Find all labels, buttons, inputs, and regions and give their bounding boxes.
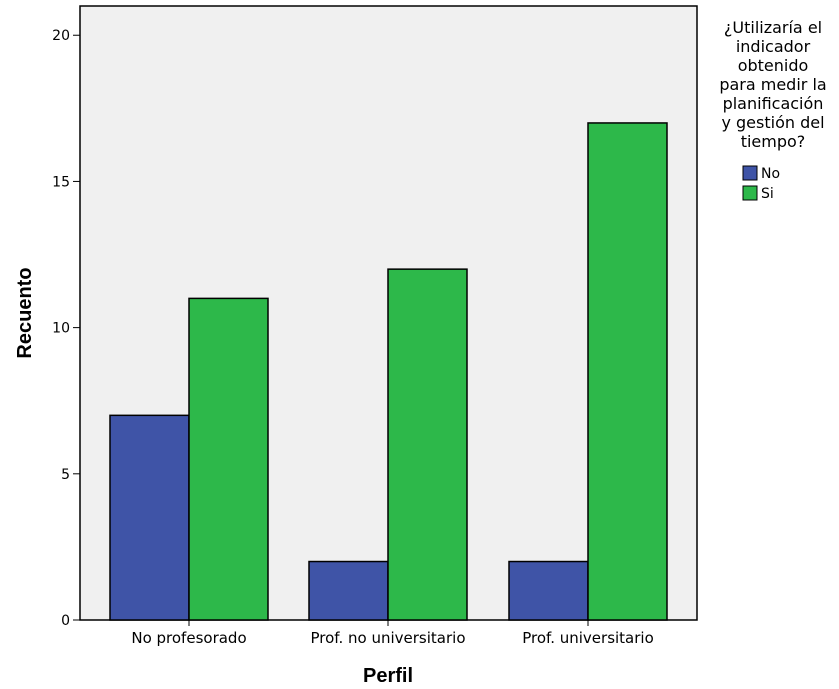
bar-no-2 (308, 560, 389, 621)
bar-si-2 (387, 268, 468, 621)
y-tick-label: 20 (52, 28, 70, 44)
x-axis: No profesorado Prof. no universitario Prof… (131, 620, 654, 647)
y-tick-label: 5 (61, 467, 70, 483)
y-tick-label: 15 (52, 174, 70, 190)
legend-title-line: para medir la (719, 75, 826, 94)
bar-no-1 (109, 414, 190, 621)
legend-title-line: y gestión del (721, 113, 824, 132)
y-axis: 0 5 10 15 20 (52, 28, 80, 629)
legend-title-line: ¿Utilizaría el (724, 18, 822, 37)
legend-title-line: tiempo? (741, 132, 806, 151)
y-tick-label: 10 (52, 321, 70, 337)
x-tick-label: Prof. universitario (522, 629, 654, 647)
bars (109, 122, 668, 621)
legend-title-line: planificación (723, 94, 824, 113)
legend-swatch-no (742, 165, 758, 181)
legend-title-line: indicador (736, 37, 811, 56)
legend-label-si: Si (761, 186, 774, 202)
y-tick-label: 0 (61, 613, 70, 629)
bar-si-1 (188, 297, 269, 621)
x-tick-label: Prof. no universitario (311, 629, 466, 647)
legend-swatch-si (742, 185, 758, 201)
y-axis-title: Recuento (14, 267, 36, 358)
x-tick-label: No profesorado (131, 629, 246, 647)
legend-title-line: obtenido (738, 56, 809, 75)
bar-no-3 (508, 560, 589, 621)
bar-si-3 (587, 122, 668, 621)
legend-label-no: No (761, 166, 780, 182)
x-axis-title: Perfil (363, 665, 413, 687)
